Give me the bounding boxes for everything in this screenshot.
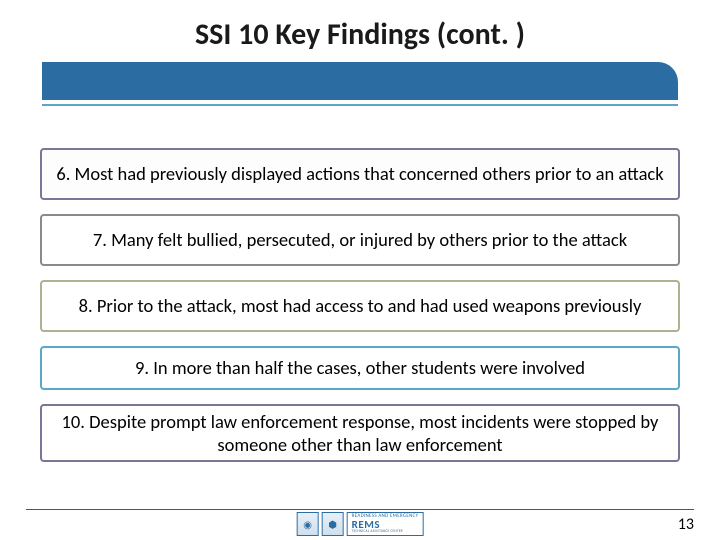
page-number: 13 xyxy=(678,515,694,534)
finding-box: 8. Prior to the attack, most had access … xyxy=(40,280,680,332)
finding-box: 7. Many felt bullied, persecuted, or inj… xyxy=(40,214,680,266)
finding-box: 6. Most had previously displayed actions… xyxy=(40,148,680,200)
finding-box: 10. Despite prompt law enforcement respo… xyxy=(40,404,680,462)
title-region: SSI 10 Key Findings (cont. ) xyxy=(0,0,720,120)
slide-title: SSI 10 Key Findings (cont. ) xyxy=(0,16,720,53)
finding-box: 9. In more than half the cases, other st… xyxy=(40,346,680,390)
logo-badge-icon: ◉ xyxy=(297,512,319,536)
logo-text-block: READINESS AND EMERGENCY REMS TECHNICAL A… xyxy=(347,512,424,536)
footer-divider xyxy=(26,509,694,510)
finding-text: 7. Many felt bullied, persecuted, or inj… xyxy=(93,228,627,251)
finding-text: 9. In more than half the cases, other st… xyxy=(135,356,585,379)
logo-shield-icon: ⬢ xyxy=(322,512,344,536)
finding-text: 6. Most had previously displayed actions… xyxy=(56,162,663,185)
findings-list: 6. Most had previously displayed actions… xyxy=(40,148,680,462)
title-underline xyxy=(42,104,678,106)
footer-logo: ◉ ⬢ READINESS AND EMERGENCY REMS TECHNIC… xyxy=(297,512,424,536)
finding-text: 8. Prior to the attack, most had access … xyxy=(79,294,642,317)
title-background-bar xyxy=(42,62,678,100)
finding-text: 10. Despite prompt law enforcement respo… xyxy=(52,410,668,456)
logo-sub-text: TECHNICAL ASSISTANCE CENTER xyxy=(352,530,419,534)
